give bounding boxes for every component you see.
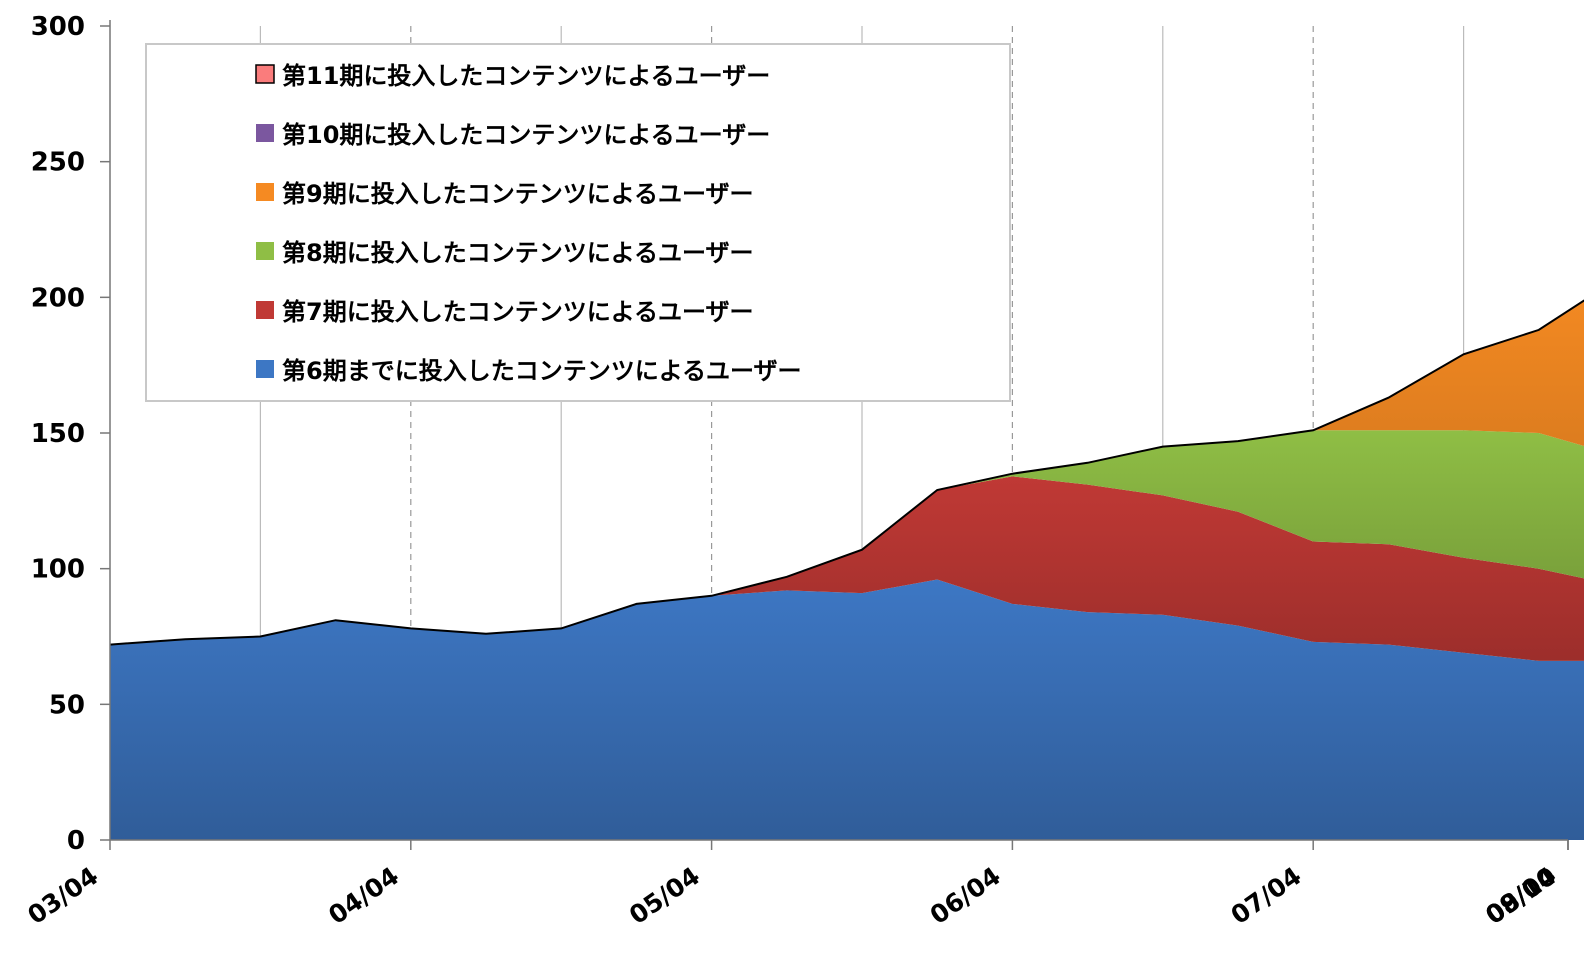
legend: 第11期に投入したコンテンツによるユーザー第10期に投入したコンテンツによるユー… [145, 43, 1011, 402]
legend-label: 第8期に投入したコンテンツによるユーザー [282, 239, 754, 267]
legend-label: 第11期に投入したコンテンツによるユーザー [282, 62, 770, 90]
y-tick-label: 250 [31, 148, 85, 178]
y-tick-label: 300 [31, 12, 85, 42]
x-tick-label: 09/10 [1480, 861, 1561, 930]
area-series-2 [110, 476, 1584, 661]
legend-swatch [256, 124, 274, 142]
legend-swatch [255, 64, 275, 84]
legend-swatch [256, 301, 274, 319]
total-outline [109, 299, 1584, 646]
y-tick-label: 50 [49, 690, 85, 720]
legend-swatch [256, 183, 274, 201]
x-tick-label: 07/04 [1226, 861, 1307, 930]
legend-swatch [256, 360, 274, 378]
y-axis-ticks: 0 50 100 150 200 250 300 [31, 12, 110, 856]
x-tick-label: 04/04 [323, 861, 404, 930]
legend-label: 第7期に投入したコンテンツによるユーザー [282, 298, 754, 326]
legend-label: 第6期までに投入したコンテンツによるユーザー [282, 357, 802, 385]
series-areas [110, 300, 1584, 840]
x-tick-label: 05/04 [624, 861, 705, 930]
legend-label: 第9期に投入したコンテンツによるユーザー [282, 180, 754, 208]
axes [109, 20, 1568, 841]
y-tick-label: 200 [31, 283, 85, 313]
legend-swatch [256, 242, 274, 260]
y-tick-label: 150 [31, 419, 85, 449]
area-series-3 [110, 430, 1584, 645]
x-tick-label: 06/04 [925, 861, 1006, 930]
x-tick-label: 03/04 [22, 861, 103, 930]
y-tick-label: 0 [67, 826, 85, 856]
area-series-1 [110, 579, 1584, 840]
legend-label: 第10期に投入したコンテンツによるユーザー [282, 121, 770, 149]
legend-box [145, 43, 1011, 402]
y-tick-label: 100 [31, 555, 85, 585]
